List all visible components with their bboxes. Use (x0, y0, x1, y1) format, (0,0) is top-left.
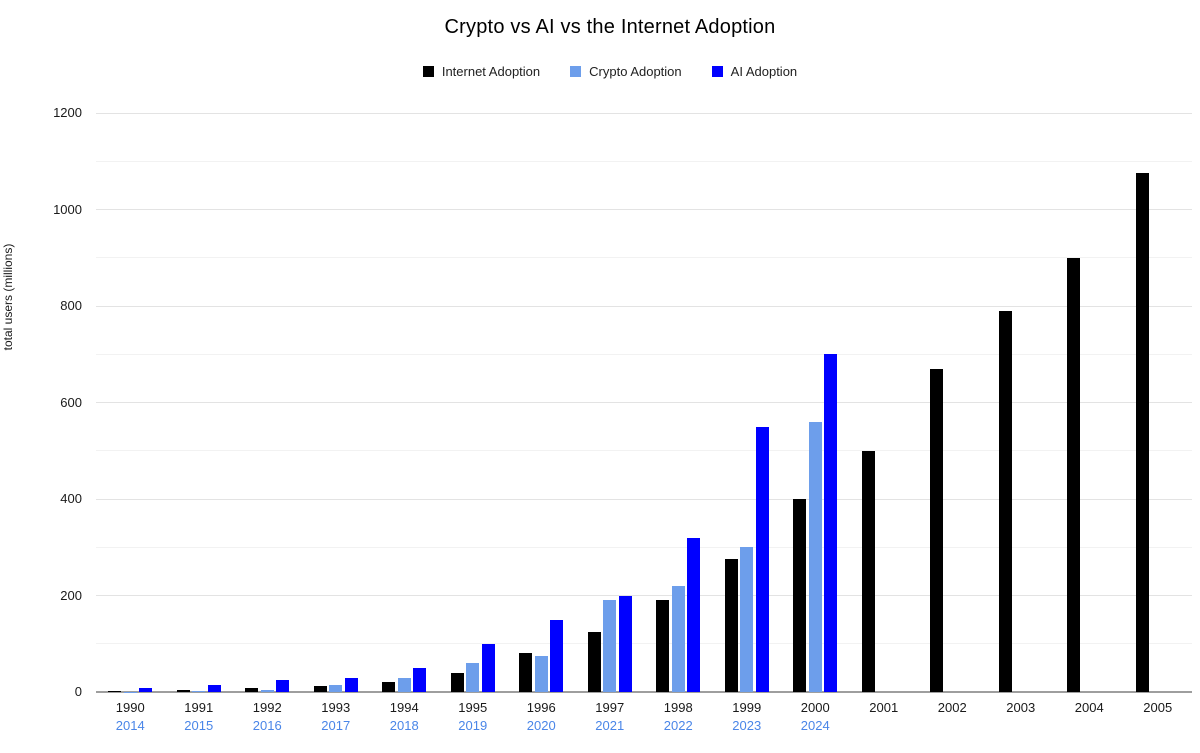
y-axis-title: total users (millions) (1, 243, 15, 351)
legend-item-ai-adoption[interactable]: AI Adoption (711, 64, 798, 79)
crypto-adoption-bar-1997[interactable] (603, 600, 617, 692)
crypto-adoption-bar-1996[interactable] (534, 655, 548, 692)
chart-legend: Internet Adoption Crypto Adoption AI Adopt… (10, 64, 1200, 79)
internet-adoption-bar-1990[interactable] (108, 690, 122, 692)
internet-adoption-bar-1996[interactable] (519, 653, 533, 692)
ai-adoption-bar-2000[interactable] (824, 354, 838, 692)
x-label-secondary-2024: 2024 (800, 718, 830, 733)
internet-adoption-bar-1991[interactable] (176, 689, 190, 692)
major-gridline (96, 595, 1192, 596)
x-label-primary-1999: 1999 (732, 700, 762, 715)
x-label-primary-1992: 1992 (252, 700, 282, 715)
internet-adoption-bar-2005[interactable] (1135, 173, 1149, 692)
minor-gridline (96, 546, 1192, 548)
crypto-adoption-bar-1998[interactable] (671, 585, 685, 692)
minor-gridline (96, 160, 1192, 162)
crypto-adoption-bar-1995[interactable] (466, 663, 480, 692)
major-gridline (96, 402, 1192, 403)
x-axis-baseline (96, 691, 1192, 693)
minor-gridline (96, 257, 1192, 259)
legend-label: Internet Adoption (441, 64, 541, 79)
plot-area: 0 200 400 600 800 1000 1200 1990 2014 1991 2015 199… (53, 105, 1192, 733)
internet-adoption-bar-1997[interactable] (587, 631, 601, 692)
internet-adoption-bar-2002[interactable] (930, 368, 944, 692)
x-label-primary-1990: 1990 (115, 700, 145, 715)
crypto-adoption-bar-1994[interactable] (397, 677, 411, 692)
x-label-primary-1993: 1993 (321, 700, 351, 715)
ai-adoption-bar-1990[interactable] (139, 688, 153, 692)
x-label-primary-2000: 2000 (800, 700, 830, 715)
x-label-primary-2003: 2003 (1006, 700, 1036, 715)
ai-adoption-bar-1994[interactable] (413, 667, 427, 692)
ai-adoption-bar-1993[interactable] (344, 677, 358, 692)
x-label-secondary-2018: 2018 (389, 718, 419, 733)
x-label-primary-1998: 1998 (663, 700, 693, 715)
x-label-primary-1997: 1997 (595, 700, 625, 715)
ai-adoption-bar-1991[interactable] (207, 684, 221, 692)
x-label-secondary-2020: 2020 (526, 718, 556, 733)
x-label-primary-2005: 2005 (1143, 700, 1173, 715)
x-label-primary-2001: 2001 (869, 700, 899, 715)
y-tick-label: 600 (60, 394, 82, 410)
internet-adoption-bar-1993[interactable] (313, 686, 327, 692)
y-tick-label: 800 (60, 298, 82, 313)
internet-adoption-swatch-icon (422, 66, 434, 77)
x-label-primary-2004: 2004 (1074, 700, 1104, 715)
legend-item-crypto-adoption[interactable]: Crypto Adoption (570, 64, 682, 79)
x-label-primary-1991: 1991 (184, 700, 214, 715)
x-label-secondary-2016: 2016 (252, 718, 282, 733)
x-label-secondary-2015: 2015 (184, 718, 214, 733)
ai-adoption-swatch-icon (711, 66, 723, 77)
internet-adoption-bar-1992[interactable] (245, 688, 259, 692)
y-tick-label: 1000 (53, 201, 82, 217)
legend-item-internet-adoption[interactable]: Internet Adoption (422, 64, 541, 79)
ai-adoption-bar-1998[interactable] (687, 537, 701, 692)
ai-adoption-bar-1999[interactable] (755, 426, 769, 692)
y-tick-label: 1200 (53, 105, 82, 120)
ai-adoption-bar-1997[interactable] (618, 595, 632, 692)
internet-adoption-bar-1998[interactable] (656, 600, 670, 692)
internet-adoption-bar-2000[interactable] (793, 499, 807, 692)
internet-adoption-bar-2001[interactable] (861, 450, 875, 692)
x-label-secondary-2023: 2023 (732, 718, 762, 733)
x-label-primary-2002: 2002 (937, 700, 967, 715)
internet-adoption-bar-2004[interactable] (1067, 257, 1081, 692)
ai-adoption-bar-1996[interactable] (550, 619, 564, 692)
x-label-secondary-2019: 2019 (458, 718, 488, 733)
x-label-primary-1995: 1995 (458, 700, 488, 715)
major-gridline (96, 498, 1192, 500)
minor-gridline (96, 450, 1192, 452)
crypto-adoption-bar-1992[interactable] (260, 689, 274, 692)
ai-adoption-bar-1992[interactable] (276, 679, 290, 692)
legend-label: Crypto Adoption (589, 64, 682, 79)
legend-label: AI Adoption (730, 64, 798, 79)
internet-adoption-bar-1994[interactable] (382, 682, 396, 692)
major-gridline (96, 305, 1192, 307)
ai-adoption-bar-1995[interactable] (481, 643, 495, 692)
x-label-secondary-2017: 2017 (321, 718, 351, 733)
y-tick-label: 0 (74, 684, 82, 699)
x-label-primary-1996: 1996 (526, 700, 556, 715)
crypto-adoption-bar-2000[interactable] (808, 421, 822, 692)
crypto-adoption-bar-1991[interactable] (192, 690, 206, 692)
x-label-secondary-2014: 2014 (115, 718, 145, 733)
minor-gridline (96, 643, 1192, 645)
y-tick-label: 400 (60, 491, 82, 506)
y-tick-label: 200 (60, 587, 82, 603)
major-gridline (96, 209, 1192, 210)
crypto-adoption-bar-1999[interactable] (740, 547, 754, 692)
internet-adoption-bar-1999[interactable] (724, 559, 738, 692)
crypto-adoption-swatch-icon (570, 66, 582, 77)
chart-title: Crypto vs AI vs the Internet Adoption (444, 16, 776, 38)
x-label-secondary-2021: 2021 (595, 718, 625, 733)
major-gridline (96, 112, 1192, 114)
x-label-secondary-2022: 2022 (663, 718, 693, 733)
crypto-adoption-bar-1993[interactable] (329, 684, 343, 692)
internet-adoption-bar-2003[interactable] (998, 310, 1012, 692)
internet-adoption-bar-1995[interactable] (450, 672, 464, 692)
x-label-primary-1994: 1994 (389, 700, 419, 715)
minor-gridline (96, 353, 1192, 355)
